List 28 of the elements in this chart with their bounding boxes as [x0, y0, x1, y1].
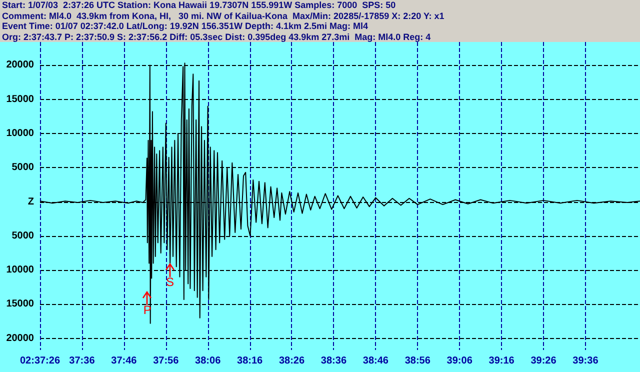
- y-tick-label: 5000: [12, 230, 34, 242]
- x-tick-label: 39:26: [530, 356, 557, 366]
- x-tick-label: 37:46: [111, 356, 138, 366]
- text: Event Time: 01/07 02:37:42.0 Lat/Long: 19.92N 156.351W Depth: 4.1km 2.5mi Mag: Ml4: [2, 21, 369, 32]
- x-tick-label: 38:26: [278, 356, 305, 366]
- y-tick-label: 15000: [6, 94, 34, 105]
- y-tick-label: 20000: [6, 60, 34, 71]
- annotation: S: [165, 275, 176, 290]
- y-tick-label: 15000: [6, 298, 34, 310]
- x-tick-label: 39:36: [572, 356, 599, 366]
- x-tick-label: 37:36: [69, 356, 96, 366]
- y-tick-label: Z: [28, 196, 34, 208]
- x-tick-label: 38:36: [320, 356, 347, 366]
- x-tick-label: 39:16: [488, 356, 515, 366]
- text: Org: 2:37:43.7 P: 2:37:50.9 S: 2:37:56.2 Diff: 05.3sec Dist: 0.395deg 43.9km 27.3mi Mag: Ml4.0 Reg: 4: [2, 32, 432, 42]
- y-tick-label: 10000: [6, 264, 34, 276]
- text: Comment: Ml4.0 43.9km from Kona, HI, 30 mi. NW of Kailua-Kona Max/Min: 20285/-17859 X: 2:20 Y: x1: [2, 10, 446, 21]
- x-tick-label: 38:46: [362, 356, 389, 366]
- x-tick-label: 37:56: [153, 356, 180, 366]
- x-tick-label: 38:06: [195, 356, 222, 366]
- x-tick-label: 38:56: [404, 356, 431, 366]
- text: Start: 1/07/03 2:37:26 UTC Station: Kona Hawaii 19.7307N 155.991W Samples: 7000 SPS: 50: [2, 0, 397, 10]
- y-tick-label: 10000: [6, 128, 34, 140]
- y-tick-label: 5000: [12, 162, 34, 174]
- y-tick-label: 20000: [6, 332, 34, 344]
- x-tick-label: 02:37:26: [20, 356, 60, 366]
- x-tick-label: 39:06: [446, 356, 473, 366]
- x-tick-label: 38:16: [237, 356, 264, 366]
